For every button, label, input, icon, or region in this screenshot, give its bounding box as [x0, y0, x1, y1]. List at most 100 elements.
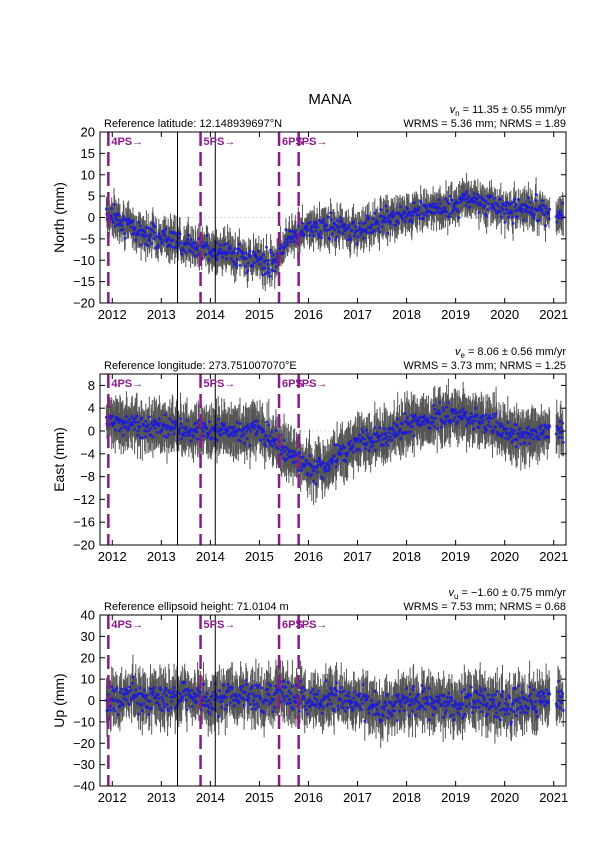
- data-point: [444, 197, 448, 201]
- data-point: [382, 705, 386, 709]
- data-point: [133, 225, 137, 229]
- data-point: [533, 705, 537, 709]
- data-point: [159, 688, 163, 692]
- data-point: [506, 201, 510, 205]
- data-point: [217, 429, 221, 433]
- data-point: [520, 210, 524, 214]
- data-point: [172, 686, 176, 690]
- data-point: [545, 425, 549, 429]
- y-tick-label: −16: [73, 515, 95, 530]
- data-point: [536, 714, 540, 718]
- data-point: [473, 419, 477, 423]
- data-point: [554, 702, 558, 706]
- data-point: [335, 218, 339, 222]
- data-point: [226, 682, 230, 686]
- x-tick-label: 2013: [147, 790, 176, 805]
- data-point: [353, 225, 357, 229]
- data-point: [145, 234, 149, 238]
- data-point: [398, 427, 402, 431]
- data-point: [502, 212, 506, 216]
- data-point: [538, 204, 542, 208]
- data-point: [518, 701, 522, 705]
- data-point: [318, 459, 322, 463]
- data-point: [131, 675, 135, 679]
- data-point: [110, 414, 114, 418]
- data-point: [502, 203, 506, 207]
- data-point: [382, 427, 386, 431]
- data-point: [481, 703, 485, 706]
- data-point: [313, 225, 317, 229]
- data-point: [304, 708, 308, 712]
- data-point: [542, 691, 546, 695]
- data-point: [204, 695, 208, 699]
- data-point: [138, 426, 142, 429]
- data-point: [177, 429, 181, 433]
- data-point: [537, 699, 541, 703]
- data-point: [431, 698, 434, 702]
- data-point: [313, 459, 317, 463]
- data-point: [362, 693, 366, 697]
- data-point: [379, 719, 383, 723]
- data-point: [445, 405, 449, 409]
- data-point: [117, 223, 121, 227]
- data-point: [383, 700, 387, 704]
- data-point: [403, 220, 407, 224]
- data-point: [122, 696, 126, 700]
- data-point: [137, 220, 141, 224]
- data-point: [225, 257, 228, 261]
- data-point: [422, 687, 426, 691]
- data-point: [461, 702, 465, 706]
- data-point: [462, 714, 466, 718]
- data-point: [273, 705, 277, 709]
- data-point: [504, 701, 507, 705]
- data-point: [245, 257, 248, 261]
- data-point: [405, 420, 409, 424]
- data-point: [484, 200, 488, 203]
- data-point: [346, 706, 350, 710]
- data-point: [223, 242, 227, 246]
- data-point: [406, 431, 410, 435]
- data-point: [453, 416, 457, 420]
- data-point: [259, 438, 263, 442]
- data-point: [119, 426, 123, 430]
- data-point: [345, 693, 348, 697]
- data-point: [143, 234, 147, 238]
- data-point: [456, 707, 460, 710]
- data-point: [138, 686, 142, 690]
- data-point: [446, 414, 450, 418]
- data-point: [479, 202, 483, 206]
- data-point: [522, 710, 526, 714]
- x-tick-label: 2014: [196, 549, 225, 564]
- data-point: [401, 217, 405, 221]
- data-point: [413, 415, 417, 419]
- x-tick-label: 2016: [294, 307, 323, 322]
- data-point: [452, 705, 456, 708]
- data-point: [375, 431, 379, 435]
- data-point: [162, 691, 165, 695]
- data-point: [389, 220, 393, 224]
- data-point: [514, 686, 517, 690]
- data-point: [338, 444, 341, 448]
- data-point: [443, 206, 447, 210]
- data-point: [339, 225, 343, 229]
- data-point: [467, 418, 471, 422]
- data-point: [535, 710, 539, 713]
- data-point: [143, 694, 147, 698]
- data-point: [152, 423, 156, 427]
- data-point: [437, 198, 441, 202]
- data-point: [537, 218, 541, 222]
- data-point: [453, 408, 457, 412]
- data-point: [321, 220, 325, 224]
- data-point: [212, 690, 215, 694]
- data-point: [315, 470, 319, 474]
- data-point: [546, 435, 550, 439]
- data-point: [425, 214, 429, 218]
- data-point: [264, 444, 268, 448]
- data-point: [266, 262, 270, 266]
- data-point: [534, 428, 537, 432]
- data-point: [270, 430, 274, 434]
- velocity-label: vu = −1.60 ± 0.75 mm/yr: [449, 587, 567, 601]
- data-point: [148, 699, 152, 703]
- data-point: [206, 710, 210, 714]
- data-point: [365, 441, 369, 445]
